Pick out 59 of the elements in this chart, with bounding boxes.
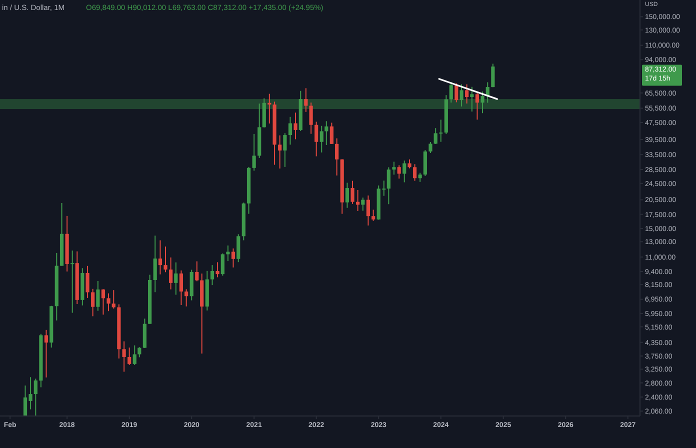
candlestick: [138, 346, 142, 358]
candlestick: [278, 134, 282, 170]
candlestick: [210, 264, 214, 286]
candlestick: [449, 82, 453, 104]
candlestick: [179, 270, 183, 306]
candlestick: [195, 260, 199, 282]
candlestick: [96, 280, 100, 312]
candlestick: [101, 288, 106, 316]
candlestick: [350, 180, 354, 204]
candlestick: [345, 182, 350, 208]
candlestick: [392, 161, 396, 176]
candlestick: [314, 121, 318, 157]
candlestick: [153, 235, 157, 293]
candlestick: [231, 248, 236, 268]
candlestick: [465, 84, 469, 104]
candlestick: [132, 344, 136, 366]
candlestick: [164, 246, 168, 273]
candlestick: [283, 132, 287, 168]
candlestick: [112, 290, 116, 310]
candlestick: [366, 194, 370, 226]
candlestick: [402, 160, 406, 183]
candlestick: [288, 116, 292, 146]
candlestick: [470, 86, 474, 112]
candlestick: [44, 329, 48, 378]
candlestick: [294, 112, 298, 140]
candlestick: [252, 133, 256, 172]
candlestick: [91, 288, 95, 317]
candlestick: [122, 340, 126, 372]
candlestick: [324, 120, 328, 146]
candlestick: [397, 164, 401, 180]
candlestick: [106, 292, 110, 312]
candlestick: [418, 172, 422, 182]
candlestick: [34, 378, 38, 416]
candlestick: [386, 166, 390, 205]
candlestick: [184, 288, 188, 307]
candlestick: [220, 252, 224, 276]
candlestick: [491, 63, 495, 88]
candlestick: [236, 234, 240, 263]
candlestick: [86, 265, 90, 298]
candlestick: [304, 88, 308, 112]
candlestick: [142, 318, 146, 349]
candlestick: [412, 164, 417, 182]
candlestick: [216, 262, 220, 278]
candlestick: [335, 138, 339, 176]
candlestick: [423, 150, 427, 176]
candlestick: [128, 347, 132, 366]
candlestick: [480, 91, 484, 114]
candlestick: [428, 142, 432, 154]
candlestick: [174, 262, 178, 296]
candlestick: [168, 256, 173, 290]
candlestick: [309, 102, 313, 134]
candlestick: [158, 240, 162, 275]
candlestick: [454, 82, 458, 103]
candlestick: [330, 122, 334, 145]
candlestick: [70, 250, 74, 314]
candlestick: [460, 84, 464, 107]
candlestick: [475, 92, 480, 120]
candlestick: [320, 125, 324, 153]
candlestick: [372, 209, 376, 222]
